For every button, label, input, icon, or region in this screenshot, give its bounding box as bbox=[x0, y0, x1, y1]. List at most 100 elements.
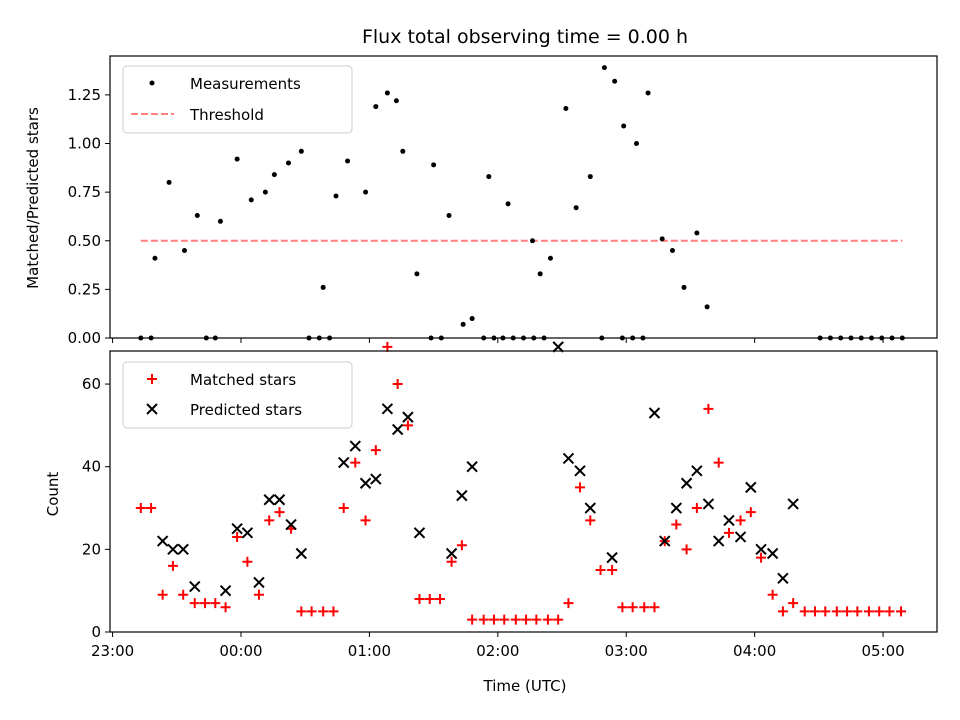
matched-star-point-63 bbox=[810, 606, 821, 617]
measurement-point-6 bbox=[248, 197, 254, 203]
predicted-star-point-26 bbox=[584, 502, 596, 514]
top-legend: Measurements Threshold bbox=[122, 65, 353, 134]
bottom-xtick-label-1: 00:00 bbox=[219, 642, 262, 660]
predicted-star-point-22 bbox=[466, 460, 478, 473]
bottom-ytick-label-2: 40 bbox=[82, 458, 101, 476]
legend-predicted-marker bbox=[146, 403, 158, 415]
predicted-star-point-41 bbox=[787, 498, 799, 510]
matched-star-point-2 bbox=[157, 589, 168, 600]
matched-star-point-15 bbox=[296, 606, 307, 617]
matched-star-point-52 bbox=[691, 503, 702, 514]
measurement-point-26 bbox=[529, 238, 535, 244]
predicted-star-point-32 bbox=[691, 465, 703, 477]
predicted-star-point-23 bbox=[552, 341, 564, 353]
predicted-star-point-11 bbox=[295, 547, 308, 560]
predicted-star-point-15 bbox=[370, 473, 382, 485]
predicted-star-point-18 bbox=[402, 411, 414, 423]
predicted-star-point-16 bbox=[381, 403, 394, 415]
matched-star-point-23 bbox=[382, 341, 393, 352]
bottom-yticks: 0 20 40 60 bbox=[82, 375, 110, 641]
matched-star-point-16 bbox=[306, 606, 317, 617]
top-ytick-label-5: 1.25 bbox=[68, 86, 101, 104]
top-ytick-label-3: 0.75 bbox=[68, 183, 101, 201]
matched-star-point-22 bbox=[370, 445, 381, 456]
measurement-point-39 bbox=[681, 284, 687, 290]
matched-star-point-57 bbox=[745, 507, 756, 518]
predicted-star-point-34 bbox=[712, 535, 725, 547]
predicted-star-point-28 bbox=[648, 407, 661, 419]
bottom-ytick-label-3: 60 bbox=[82, 375, 101, 393]
measurement-point-10 bbox=[298, 148, 304, 154]
predicted-star-point-0 bbox=[156, 535, 169, 547]
matched-star-point-53 bbox=[703, 403, 714, 414]
measurement-point-24 bbox=[486, 174, 492, 180]
predicted-star-point-7 bbox=[253, 576, 265, 589]
measurement-point-9 bbox=[285, 160, 291, 166]
predicted-star-point-13 bbox=[349, 440, 361, 452]
measurement-point-27 bbox=[537, 271, 543, 277]
measurement-point-2 bbox=[181, 247, 187, 253]
measurement-point-4 bbox=[217, 218, 223, 224]
matched-star-point-26 bbox=[414, 593, 425, 604]
matched-star-point-59 bbox=[767, 589, 778, 600]
matched-star-point-71 bbox=[896, 606, 907, 617]
measurement-point-18 bbox=[400, 148, 406, 154]
matched-star-point-66 bbox=[842, 606, 853, 617]
matched-star-point-12 bbox=[264, 515, 275, 526]
measurement-point-14 bbox=[363, 189, 369, 195]
matched-star-point-3 bbox=[167, 560, 178, 571]
legend-predicted-label: Predicted stars bbox=[190, 401, 302, 419]
predicted-star-point-40 bbox=[777, 572, 789, 584]
bottom-marks bbox=[135, 341, 907, 625]
matched-star-point-40 bbox=[563, 598, 574, 609]
predicted-star-point-12 bbox=[338, 456, 350, 469]
measurement-point-23 bbox=[469, 316, 475, 322]
matched-star-point-67 bbox=[852, 606, 863, 617]
measurement-point-41 bbox=[704, 304, 710, 310]
predicted-star-point-6 bbox=[241, 527, 254, 539]
measurement-point-15 bbox=[373, 104, 379, 110]
matched-star-point-9 bbox=[232, 531, 243, 542]
matched-star-point-61 bbox=[788, 598, 799, 609]
measurement-point-30 bbox=[573, 205, 579, 211]
measurement-point-32 bbox=[601, 65, 607, 71]
matched-star-point-43 bbox=[595, 565, 606, 576]
measurement-point-16 bbox=[384, 90, 390, 96]
predicted-star-point-21 bbox=[456, 489, 468, 502]
bottom-xlabel: Time (UTC) bbox=[483, 677, 567, 695]
measurement-point-31 bbox=[587, 174, 593, 180]
bottom-xticks: 23:00 00:00 01:00 02:00 03:00 04:00 05:00 bbox=[91, 632, 905, 660]
ratio-panel: Flux total observing time = 0.00 h Match… bbox=[24, 26, 938, 347]
measurement-point-0 bbox=[152, 255, 158, 261]
bottom-ytick-label-1: 20 bbox=[82, 540, 101, 558]
bottom-legend-box bbox=[122, 361, 353, 429]
predicted-star-point-37 bbox=[745, 481, 757, 494]
matched-star-point-19 bbox=[338, 503, 349, 514]
measurement-point-33 bbox=[612, 78, 618, 84]
measurement-point-11 bbox=[320, 284, 326, 290]
bottom-ytick-label-0: 0 bbox=[91, 623, 101, 641]
matched-star-point-0 bbox=[135, 503, 146, 514]
matched-star-point-20 bbox=[350, 457, 361, 468]
measurement-point-25 bbox=[505, 201, 511, 207]
top-yticks: 0.00 0.25 0.50 0.75 1.00 1.25 bbox=[68, 86, 110, 347]
measurement-point-3 bbox=[194, 212, 200, 218]
matched-star-point-25 bbox=[402, 420, 413, 431]
top-xticks bbox=[112, 338, 884, 343]
top-legend-box bbox=[122, 65, 353, 134]
matched-star-point-35 bbox=[510, 614, 521, 625]
matched-star-point-31 bbox=[467, 614, 478, 625]
matched-star-point-69 bbox=[874, 606, 885, 617]
measurement-point-36 bbox=[645, 90, 651, 96]
predicted-star-point-27 bbox=[606, 551, 618, 564]
predicted-star-point-17 bbox=[391, 423, 404, 436]
matched-star-point-44 bbox=[607, 565, 618, 576]
top-axes-frame bbox=[109, 55, 938, 339]
matched-star-point-21 bbox=[360, 515, 371, 526]
measurement-point-34 bbox=[621, 123, 627, 129]
matched-star-point-70 bbox=[884, 606, 895, 617]
predicted-star-point-14 bbox=[359, 477, 372, 489]
matched-star-point-18 bbox=[328, 606, 339, 617]
measurement-point-7 bbox=[262, 189, 268, 195]
